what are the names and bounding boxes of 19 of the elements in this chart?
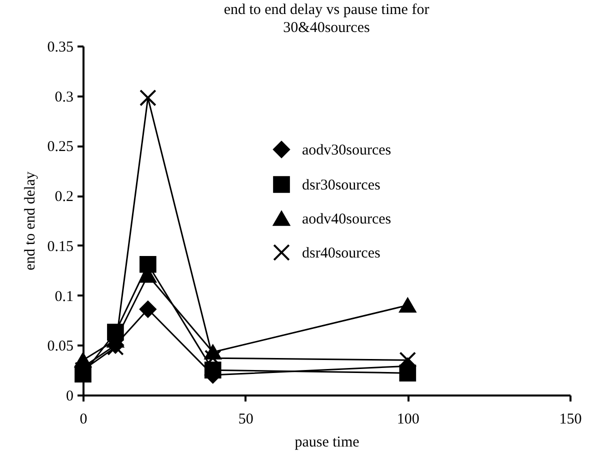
x-tick-label: 100 — [396, 412, 420, 428]
x-tick-label: 50 — [238, 412, 254, 428]
legend-label: dsr40sources — [302, 246, 380, 262]
x-tick-label: 0 — [80, 412, 88, 428]
y-tick-label: 0.1 — [54, 288, 74, 305]
x-axis-title: pause time — [294, 434, 360, 450]
y-axis-title: end to end delay — [22, 171, 38, 270]
y-tick-label: 0.3 — [54, 89, 74, 106]
legend-label: aodv30sources — [302, 142, 392, 158]
y-tick-label: 0 — [66, 388, 74, 404]
y-tick-label: 0.05 — [47, 338, 74, 355]
chart-title: end to end delay vs pause time for 30&40sources — [224, 2, 430, 36]
y-tick-label: 0.2 — [54, 189, 74, 206]
legend-label: dsr30sources — [302, 178, 380, 194]
legend-label: aodv40sources — [302, 212, 392, 228]
y-tick-label: 0.35 — [47, 40, 74, 56]
y-tick-label: 0.15 — [47, 238, 74, 255]
y-tick-label: 0.25 — [47, 139, 74, 156]
x-tick-label: 150 — [559, 412, 582, 428]
